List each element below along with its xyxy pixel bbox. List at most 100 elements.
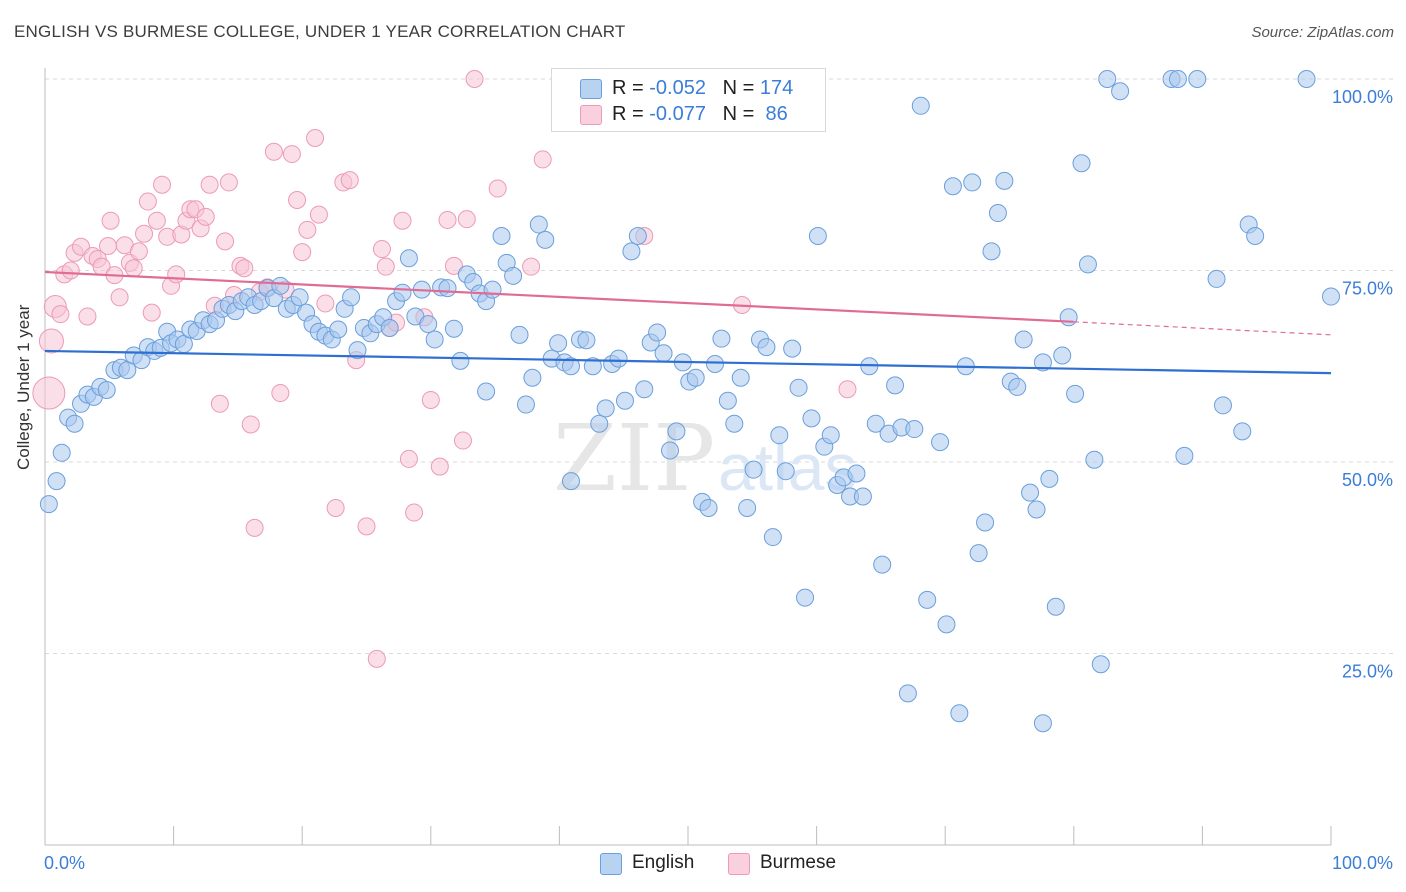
- burmese-point: [124, 259, 143, 278]
- burmese-point: [421, 390, 440, 409]
- burmese-point: [101, 211, 120, 230]
- english-point: [1072, 154, 1091, 173]
- english-point: [796, 588, 815, 607]
- english-point: [342, 288, 361, 307]
- y-tick-label: 50.0%: [1342, 470, 1393, 490]
- burmese-point: [138, 192, 157, 211]
- english-point: [596, 399, 615, 418]
- burmese-point: [522, 257, 541, 276]
- english-point: [738, 498, 757, 517]
- x-tick-label: 100.0%: [1332, 853, 1393, 873]
- english-series: [39, 70, 1340, 733]
- y-tick-label: 75.0%: [1342, 279, 1393, 299]
- english-point: [380, 318, 399, 337]
- english-point: [982, 242, 1001, 261]
- chart-title: ENGLISH VS BURMESE COLLEGE, UNDER 1 YEAR…: [14, 22, 626, 41]
- burmese-swatch: [728, 853, 750, 875]
- burmese-label: Burmese: [760, 852, 837, 873]
- english-point: [770, 426, 789, 445]
- burmese-point: [405, 503, 424, 522]
- english-point: [808, 227, 827, 246]
- english-point: [1297, 70, 1316, 88]
- english-point: [635, 380, 654, 399]
- burmese-trend-extension: [1073, 321, 1332, 336]
- burmese-point: [533, 150, 552, 169]
- english-point: [950, 704, 969, 723]
- english-point: [271, 276, 290, 295]
- english-point: [583, 357, 602, 376]
- burmese-point: [438, 210, 457, 229]
- english-point: [821, 426, 840, 445]
- english-point: [1168, 70, 1187, 88]
- english-swatch: [600, 853, 622, 875]
- burmese-point: [219, 173, 238, 192]
- burmese-point: [376, 257, 395, 276]
- english-point: [348, 341, 367, 360]
- english-point: [866, 414, 885, 433]
- english-point: [1033, 714, 1052, 733]
- english-point: [393, 283, 412, 302]
- r-label: R =: [612, 77, 650, 99]
- english-point: [725, 414, 744, 433]
- english-label: English: [632, 852, 695, 873]
- burmese-point: [61, 261, 80, 280]
- trend-lines: [44, 270, 1332, 375]
- english-point: [529, 215, 548, 234]
- english-point: [963, 173, 982, 192]
- english-point: [744, 460, 763, 479]
- english-point: [1008, 377, 1027, 396]
- english-point: [492, 227, 511, 246]
- english-point: [577, 331, 596, 350]
- english-point: [1014, 330, 1033, 349]
- burmese-point: [306, 128, 325, 147]
- english-point: [648, 323, 667, 342]
- english-point: [776, 462, 795, 481]
- burmese-trend-line: [44, 270, 1074, 323]
- english-point: [918, 590, 937, 609]
- burmese-point: [142, 303, 161, 322]
- burmese-point: [210, 394, 229, 413]
- english-point: [1040, 469, 1059, 488]
- burmese-point: [51, 305, 70, 324]
- burmese-point: [135, 224, 154, 243]
- burmese-point: [293, 243, 312, 262]
- english-point: [1098, 70, 1117, 88]
- english-point: [97, 380, 116, 399]
- burmese-point: [367, 649, 386, 668]
- english-point: [1059, 308, 1078, 327]
- burmese-swatch: [580, 105, 602, 125]
- watermark-zip: ZIP: [553, 405, 715, 512]
- english-point: [622, 242, 641, 261]
- english-point: [438, 279, 457, 298]
- english-point: [783, 339, 802, 358]
- burmese-point: [241, 415, 260, 434]
- burmese-point: [282, 145, 301, 164]
- stats-legend: R = -0.052 N = 174 R = -0.077 N = 86: [551, 68, 826, 132]
- english-point: [419, 315, 438, 334]
- english-point: [789, 378, 808, 397]
- english-point: [1046, 597, 1065, 616]
- english-point: [1246, 227, 1265, 246]
- english-point: [516, 395, 535, 414]
- burmese-point: [271, 384, 290, 403]
- english-point: [847, 464, 866, 483]
- burmese-point: [453, 431, 472, 450]
- english-point: [706, 354, 725, 373]
- axes: [44, 68, 1332, 846]
- burmese-point: [129, 242, 148, 261]
- english-point: [1066, 384, 1085, 403]
- burmese-point: [235, 259, 254, 278]
- english-point: [561, 472, 580, 491]
- english-point: [1027, 500, 1046, 519]
- english-point: [969, 544, 988, 563]
- burmese-point: [357, 517, 376, 536]
- english-point: [931, 433, 950, 452]
- english-point: [853, 487, 872, 506]
- english-point: [898, 684, 917, 703]
- english-trend-line: [44, 349, 1332, 375]
- english-point: [873, 555, 892, 574]
- n-label: N =: [722, 77, 760, 99]
- english-point: [976, 513, 995, 532]
- english-point: [686, 368, 705, 387]
- burmese-n-value: 86: [759, 103, 788, 125]
